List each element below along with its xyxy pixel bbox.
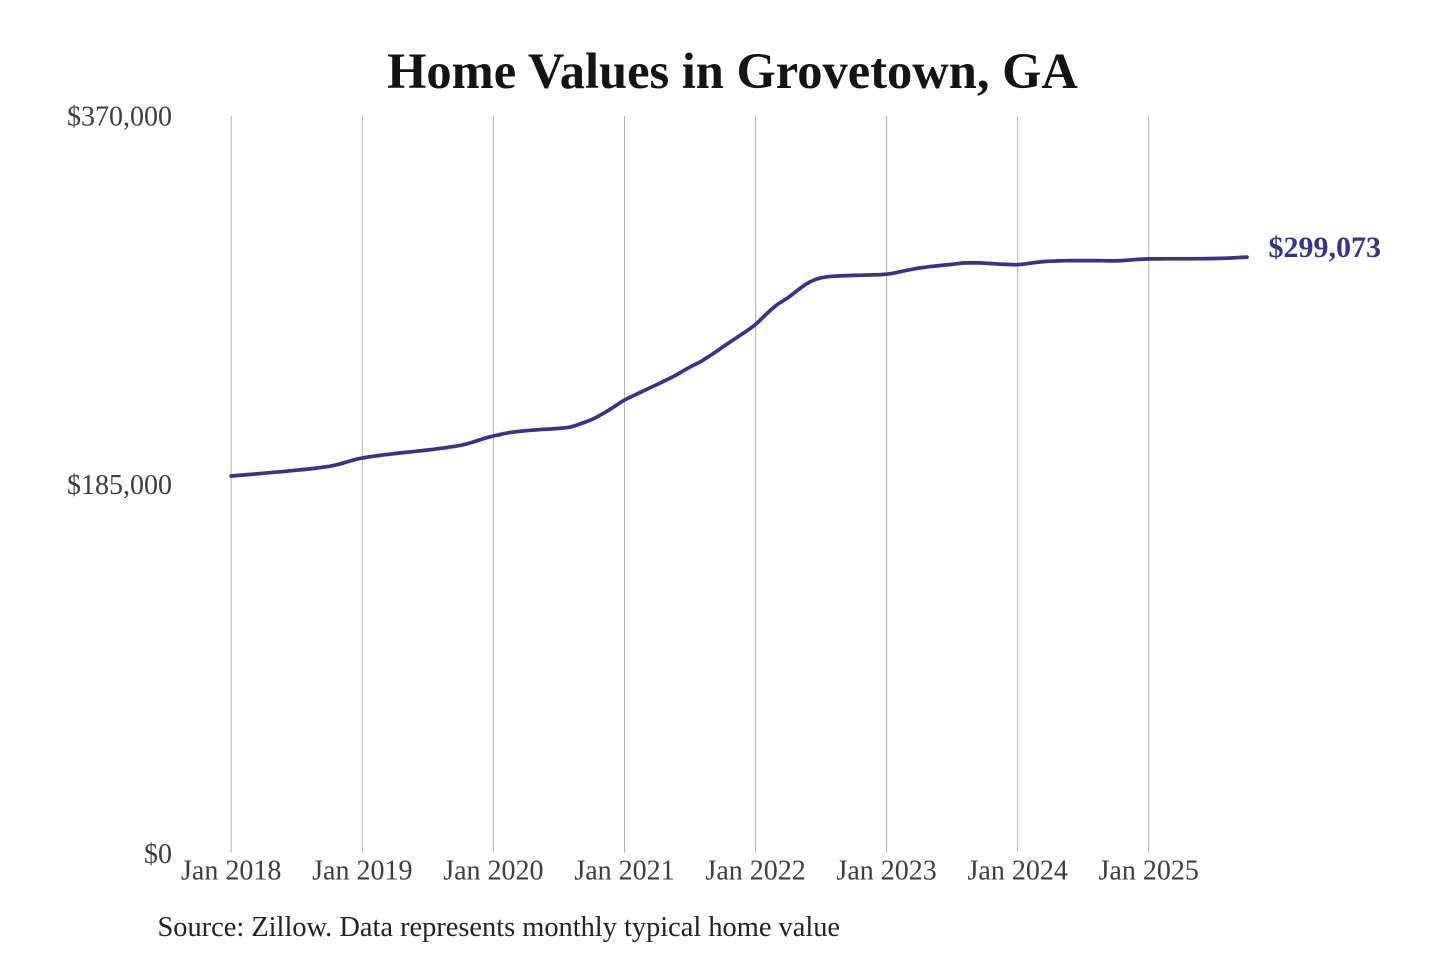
svg-text:$185,000: $185,000 bbox=[67, 470, 172, 501]
svg-text:Jan 2025: Jan 2025 bbox=[1099, 855, 1199, 886]
svg-text:Source: Zillow. Data represent: Source: Zillow. Data represents monthly … bbox=[158, 912, 841, 943]
svg-text:Jan 2022: Jan 2022 bbox=[705, 855, 805, 886]
svg-text:Jan 2021: Jan 2021 bbox=[574, 855, 674, 886]
svg-text:Home Values in Grovetown, GA: Home Values in Grovetown, GA bbox=[387, 43, 1078, 99]
svg-text:$0: $0 bbox=[144, 839, 172, 870]
svg-text:$299,073: $299,073 bbox=[1269, 231, 1382, 264]
svg-text:Jan 2024: Jan 2024 bbox=[968, 855, 1068, 886]
svg-text:$370,000: $370,000 bbox=[67, 102, 172, 133]
svg-text:Jan 2020: Jan 2020 bbox=[443, 855, 543, 886]
svg-text:Jan 2023: Jan 2023 bbox=[836, 855, 936, 886]
svg-text:Jan 2019: Jan 2019 bbox=[312, 855, 412, 886]
svg-text:Jan 2018: Jan 2018 bbox=[181, 855, 281, 886]
